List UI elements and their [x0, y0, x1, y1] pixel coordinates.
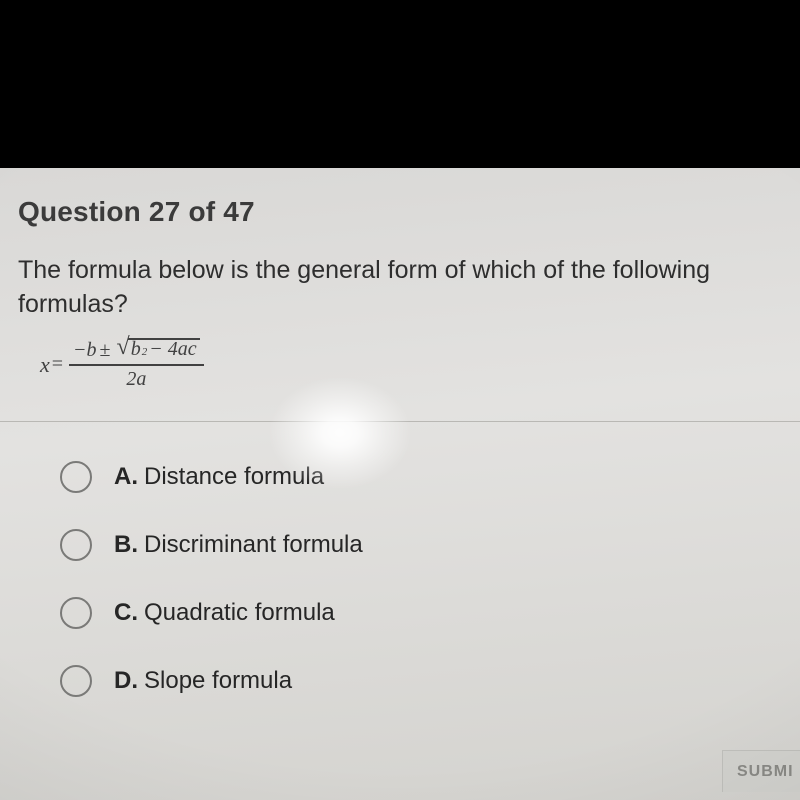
option-d-label: D.Slope formula [114, 667, 292, 695]
formula-lhs: x [40, 352, 50, 378]
option-a-letter: A. [114, 463, 138, 490]
submit-button[interactable]: SUBMI [722, 750, 800, 792]
minus-4ac: − 4ac [149, 340, 196, 358]
option-a[interactable]: A.Distance formula [60, 461, 760, 493]
exponent: 2 [142, 343, 148, 361]
numerator: −b ± √ b2 − 4ac [69, 338, 204, 366]
question-prompt: The formula below is the general form of… [18, 254, 790, 322]
question-number: Question 27 of 47 [18, 196, 255, 228]
option-c[interactable]: C.Quadratic formula [60, 597, 760, 629]
quadratic-formula: x = −b ± √ b2 − 4ac 2a [40, 338, 204, 391]
radio-a[interactable] [60, 461, 92, 493]
radio-c[interactable] [60, 597, 92, 629]
quiz-panel: Question 27 of 47 The formula below is t… [0, 168, 800, 800]
fraction: −b ± √ b2 − 4ac 2a [69, 338, 204, 391]
radio-d[interactable] [60, 665, 92, 697]
option-c-text: Quadratic formula [144, 599, 335, 626]
option-a-label: A.Distance formula [114, 463, 324, 491]
options-list: A.Distance formula B.Discriminant formul… [60, 461, 760, 733]
option-b[interactable]: B.Discriminant formula [60, 529, 760, 561]
radicand: b2 − 4ac [128, 338, 200, 362]
option-a-text: Distance formula [144, 463, 324, 490]
b-var: b [131, 340, 141, 358]
neg-b: −b [73, 339, 97, 362]
equals-sign: = [52, 353, 63, 376]
denominator: 2a [126, 366, 146, 391]
option-b-text: Discriminant formula [144, 531, 363, 558]
option-d-letter: D. [114, 667, 138, 694]
option-c-letter: C. [114, 599, 138, 626]
plus-minus: ± [100, 339, 111, 362]
option-b-letter: B. [114, 531, 138, 558]
divider-line [0, 421, 800, 422]
sqrt: √ b2 − 4ac [117, 338, 200, 362]
radio-b[interactable] [60, 529, 92, 561]
option-b-label: B.Discriminant formula [114, 531, 363, 559]
option-d[interactable]: D.Slope formula [60, 665, 760, 697]
option-c-label: C.Quadratic formula [114, 599, 335, 627]
option-d-text: Slope formula [144, 667, 292, 694]
